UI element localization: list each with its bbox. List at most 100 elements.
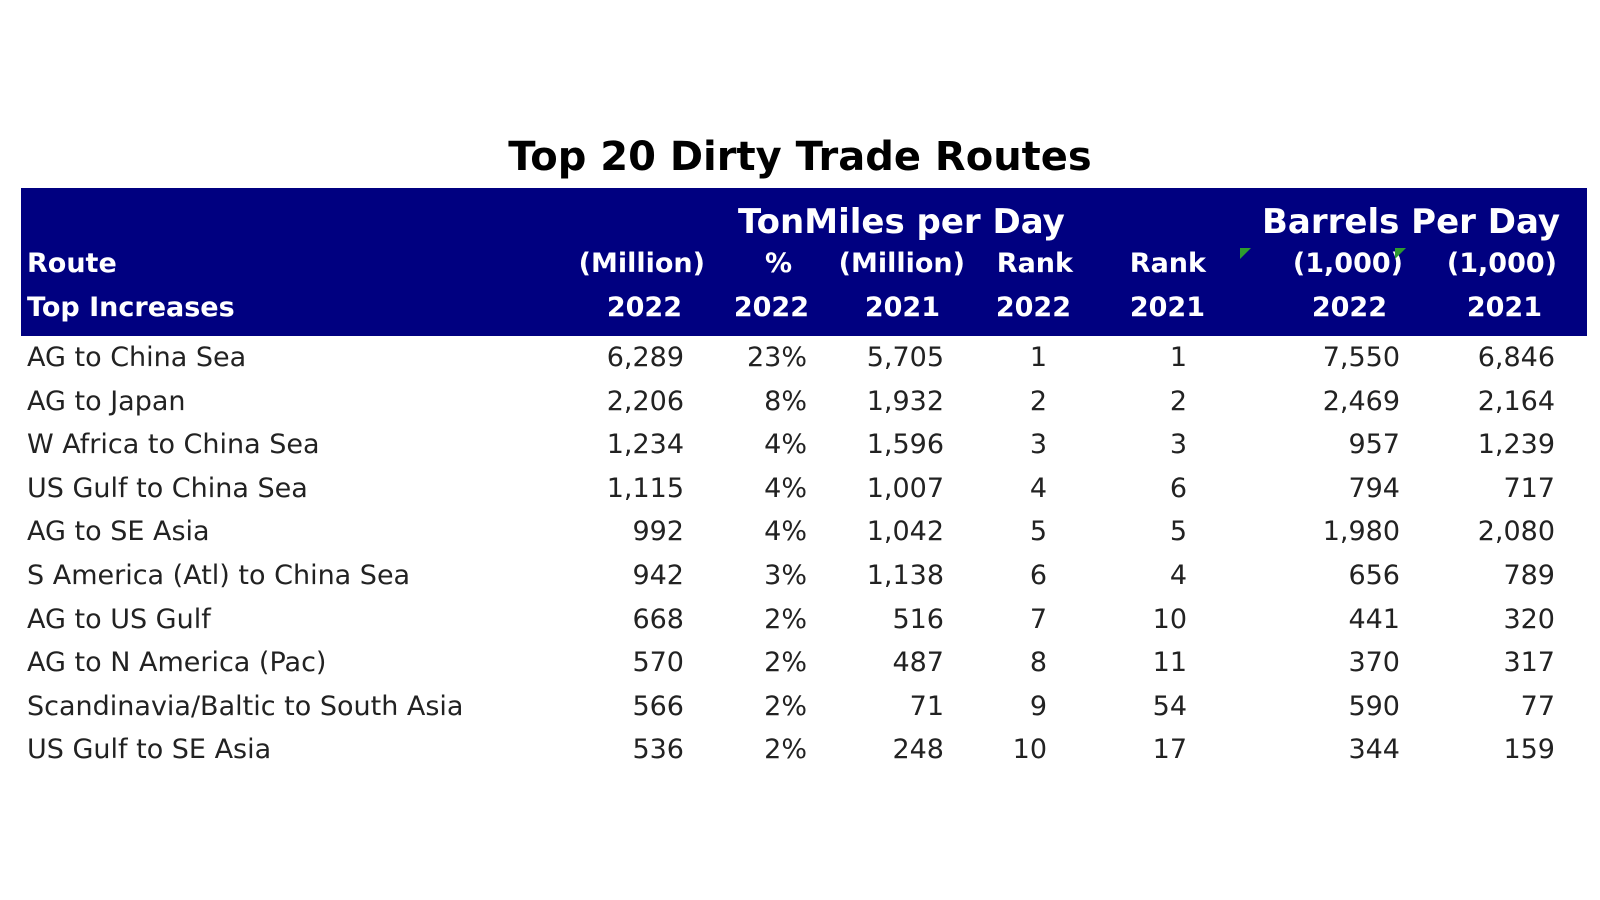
header-rank-2021-label: Rank <box>1129 248 1206 279</box>
cell-rank-2021: 2 <box>1169 385 1187 417</box>
header-rank-2021-year: 2021 <box>1129 292 1205 323</box>
cell-barrels-2021: 6,846 <box>1477 342 1555 373</box>
cell-barrels-2022: 344 <box>1348 734 1400 766</box>
table-title: Top 20 Dirty Trade Routes <box>508 134 1092 180</box>
cell-tonmiles-2021: 487 <box>892 647 944 679</box>
cell-rank-2021: 1 <box>1169 342 1187 373</box>
cell-barrels-2022: 2,469 <box>1322 385 1400 417</box>
cell-tonmiles-2022: 992 <box>632 516 684 548</box>
header-tonmiles-2022-unit: (Million) <box>578 248 705 279</box>
header-tonmiles-2021-year: 2021 <box>864 292 940 323</box>
cell-tonmiles-2021: 1,007 <box>866 472 944 504</box>
cell-rank-2022: 3 <box>1029 429 1047 461</box>
cell-tonmiles-2022: 6,289 <box>606 342 684 373</box>
cell-rank-2022: 7 <box>1029 603 1047 635</box>
header-pct-unit: % <box>764 248 792 279</box>
cell-rank-2022: 4 <box>1029 472 1047 504</box>
cell-rank-2022: 2 <box>1029 385 1047 417</box>
cell-tonmiles-2022: 942 <box>632 560 684 591</box>
cell-rank-2022: 1 <box>1029 342 1047 373</box>
cell-rank-2021: 6 <box>1169 472 1187 504</box>
cell-barrels-2021: 77 <box>1520 690 1555 722</box>
table-row: W Africa to China Sea 1,234 4% 1,596 3 3 957 1,… <box>21 423 1587 467</box>
table-row: Scandinavia/Baltic to South Asia 566 2% 71 9… <box>21 685 1587 729</box>
table-row: AG to China Sea 6,289 23% 5,705 1 1 7,550 6,846 <box>21 336 1587 380</box>
cell-rank-2022: 6 <box>1029 560 1047 591</box>
cell-route: US Gulf to SE Asia <box>27 734 272 766</box>
cell-route: AG to China Sea <box>27 342 247 373</box>
table-row: AG to SE Asia 992 4% 1,042 5 5 1,980 2,080 <box>21 510 1587 554</box>
table-row: AG to US Gulf 668 2% 516 7 10 441 320 <box>21 598 1587 642</box>
cell-barrels-2022: 1,980 <box>1322 516 1400 548</box>
cell-tonmiles-2022: 668 <box>632 603 684 635</box>
cell-pct-2022: 8% <box>764 385 807 417</box>
cell-tonmiles-2022: 1,234 <box>606 429 684 461</box>
table-row: S America (Atl) to China Sea 942 3% 1,138 6 4… <box>21 554 1587 598</box>
cell-barrels-2022: 7,550 <box>1322 342 1400 373</box>
cell-tonmiles-2022: 570 <box>632 647 684 679</box>
cell-route: S America (Atl) to China Sea <box>27 560 411 591</box>
cell-tonmiles-2021: 248 <box>892 734 944 766</box>
cell-rank-2021: 10 <box>1152 603 1187 635</box>
cell-tonmiles-2022: 536 <box>632 734 684 766</box>
cell-pct-2022: 2% <box>764 734 807 766</box>
cell-rank-2021: 3 <box>1169 429 1187 461</box>
cell-barrels-2021: 717 <box>1503 472 1555 504</box>
cell-barrels-2022: 794 <box>1348 472 1400 504</box>
cell-barrels-2021: 320 <box>1503 603 1555 635</box>
comment-marker-icon <box>1395 248 1406 259</box>
cell-rank-2021: 54 <box>1152 690 1187 722</box>
cell-rank-2022: 10 <box>1012 734 1047 766</box>
cell-barrels-2022: 441 <box>1348 603 1400 635</box>
cell-pct-2022: 2% <box>764 603 807 635</box>
group-header-tonmiles: TonMiles per Day <box>738 202 1065 242</box>
cell-tonmiles-2021: 5,705 <box>866 342 944 373</box>
table-row: US Gulf to China Sea 1,115 4% 1,007 4 6 794 717 <box>21 467 1587 511</box>
cell-pct-2022: 2% <box>764 647 807 679</box>
cell-tonmiles-2021: 516 <box>892 603 944 635</box>
cell-rank-2021: 17 <box>1152 734 1187 766</box>
header-barrels-2022-year: 2022 <box>1311 292 1387 323</box>
cell-route: W Africa to China Sea <box>27 429 320 461</box>
cell-route: AG to N America (Pac) <box>27 647 327 679</box>
cell-barrels-2022: 656 <box>1348 560 1400 591</box>
header-tonmiles-2021-unit: (Million) <box>838 248 965 279</box>
cell-tonmiles-2021: 1,596 <box>866 429 944 461</box>
cell-tonmiles-2022: 1,115 <box>606 472 684 504</box>
header-tonmiles-2022-year: 2022 <box>606 292 682 323</box>
cell-barrels-2022: 370 <box>1348 647 1400 679</box>
group-header-barrels: Barrels Per Day <box>1262 202 1561 242</box>
cell-tonmiles-2021: 1,138 <box>866 560 944 591</box>
table-header: TonMiles per Day Barrels Per Day Route T… <box>21 188 1587 336</box>
header-rank-2022-label: Rank <box>996 248 1073 279</box>
cell-route: Scandinavia/Baltic to South Asia <box>27 690 464 722</box>
cell-barrels-2021: 789 <box>1503 560 1555 591</box>
cell-rank-2021: 11 <box>1152 647 1187 679</box>
header-pct-year: 2022 <box>733 292 809 323</box>
cell-pct-2022: 4% <box>764 516 807 548</box>
comment-marker-icon <box>1240 248 1251 259</box>
header-barrels-2021-unit: (1,000) <box>1446 248 1557 279</box>
header-rank-2022-year: 2022 <box>995 292 1071 323</box>
cell-pct-2022: 4% <box>764 429 807 461</box>
cell-rank-2021: 4 <box>1169 560 1187 591</box>
cell-tonmiles-2022: 566 <box>632 690 684 722</box>
table-row: AG to N America (Pac) 570 2% 487 8 11 370 317 <box>21 641 1587 685</box>
cell-barrels-2021: 1,239 <box>1477 429 1555 461</box>
table-row: US Gulf to SE Asia 536 2% 248 10 17 344 159 <box>21 728 1587 772</box>
cell-barrels-2021: 317 <box>1503 647 1555 679</box>
cell-tonmiles-2021: 1,932 <box>866 385 944 417</box>
cell-route: US Gulf to China Sea <box>27 472 308 504</box>
cell-route: AG to US Gulf <box>27 603 211 635</box>
cell-barrels-2021: 159 <box>1503 734 1555 766</box>
cell-pct-2022: 23% <box>746 342 807 373</box>
cell-pct-2022: 3% <box>764 560 807 591</box>
cell-rank-2022: 9 <box>1029 690 1047 722</box>
cell-route: AG to Japan <box>27 385 186 417</box>
cell-barrels-2022: 957 <box>1348 429 1400 461</box>
cell-pct-2022: 2% <box>764 690 807 722</box>
cell-tonmiles-2021: 1,042 <box>866 516 944 548</box>
cell-barrels-2022: 590 <box>1348 690 1400 722</box>
cell-rank-2022: 5 <box>1029 516 1047 548</box>
cell-tonmiles-2022: 2,206 <box>606 385 684 417</box>
